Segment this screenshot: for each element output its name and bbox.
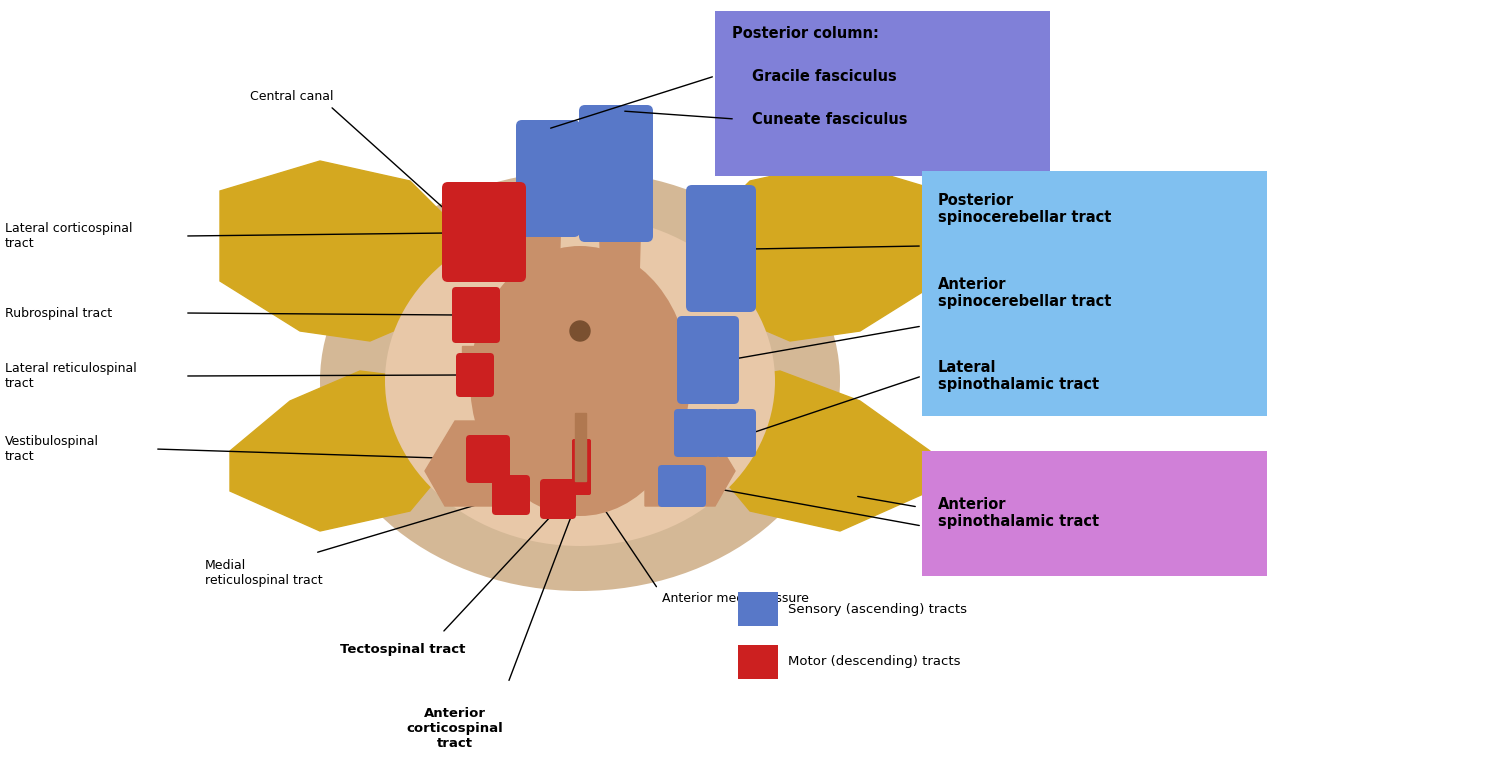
Text: Anterior
spinocerebellar tract: Anterior spinocerebellar tract [938,276,1112,309]
Polygon shape [700,161,940,341]
Polygon shape [656,346,700,381]
FancyBboxPatch shape [572,439,591,495]
Text: Lateral reticulospinal
tract: Lateral reticulospinal tract [4,362,136,390]
FancyBboxPatch shape [676,316,740,404]
Ellipse shape [386,216,776,546]
FancyBboxPatch shape [540,479,576,519]
FancyBboxPatch shape [674,409,720,457]
Text: Anterior
corticospinal
tract: Anterior corticospinal tract [406,708,504,751]
FancyBboxPatch shape [738,645,778,679]
Text: Posterior column:: Posterior column: [732,26,879,41]
Text: Vestibulospinal
tract: Vestibulospinal tract [4,435,99,463]
FancyBboxPatch shape [452,287,500,343]
Circle shape [570,321,590,341]
Text: Central canal: Central canal [251,90,333,102]
Text: Anterior median fissure: Anterior median fissure [662,593,808,605]
FancyBboxPatch shape [579,105,652,242]
FancyBboxPatch shape [686,185,756,312]
Text: Medial
reticulospinal tract: Medial reticulospinal tract [206,559,322,587]
FancyBboxPatch shape [456,353,494,397]
FancyBboxPatch shape [738,592,778,626]
Text: Posterior
spinocerebellar tract: Posterior spinocerebellar tract [938,193,1112,225]
Polygon shape [700,371,930,531]
Polygon shape [424,421,514,506]
Bar [574,413,585,481]
Text: Sensory (ascending) tracts: Sensory (ascending) tracts [788,602,968,615]
Ellipse shape [470,246,690,516]
FancyBboxPatch shape [922,171,1268,416]
Text: Tectospinal tract: Tectospinal tract [340,643,465,655]
Polygon shape [598,171,642,316]
FancyBboxPatch shape [716,409,756,457]
FancyBboxPatch shape [466,435,510,483]
FancyBboxPatch shape [442,182,526,282]
FancyBboxPatch shape [922,451,1268,576]
Text: Rubrospinal tract: Rubrospinal tract [4,306,112,319]
Text: Motor (descending) tracts: Motor (descending) tracts [788,655,960,669]
Ellipse shape [320,171,840,591]
Polygon shape [230,371,460,531]
FancyBboxPatch shape [658,465,706,507]
Polygon shape [645,421,735,506]
Text: Spinal nerve: Spinal nerve [922,502,1001,515]
Polygon shape [220,161,460,341]
FancyBboxPatch shape [716,11,1050,176]
FancyBboxPatch shape [492,475,530,515]
Text: Gracile fasciculus: Gracile fasciculus [752,69,897,84]
FancyBboxPatch shape [516,120,580,237]
Text: Lateral
spinothalamic tract: Lateral spinothalamic tract [938,360,1100,392]
Text: Lateral corticospinal
tract: Lateral corticospinal tract [4,222,132,250]
Polygon shape [462,346,506,381]
Text: Cuneate fasciculus: Cuneate fasciculus [752,112,908,127]
Text: Anterior
spinothalamic tract: Anterior spinothalamic tract [938,497,1100,530]
Polygon shape [518,171,562,316]
